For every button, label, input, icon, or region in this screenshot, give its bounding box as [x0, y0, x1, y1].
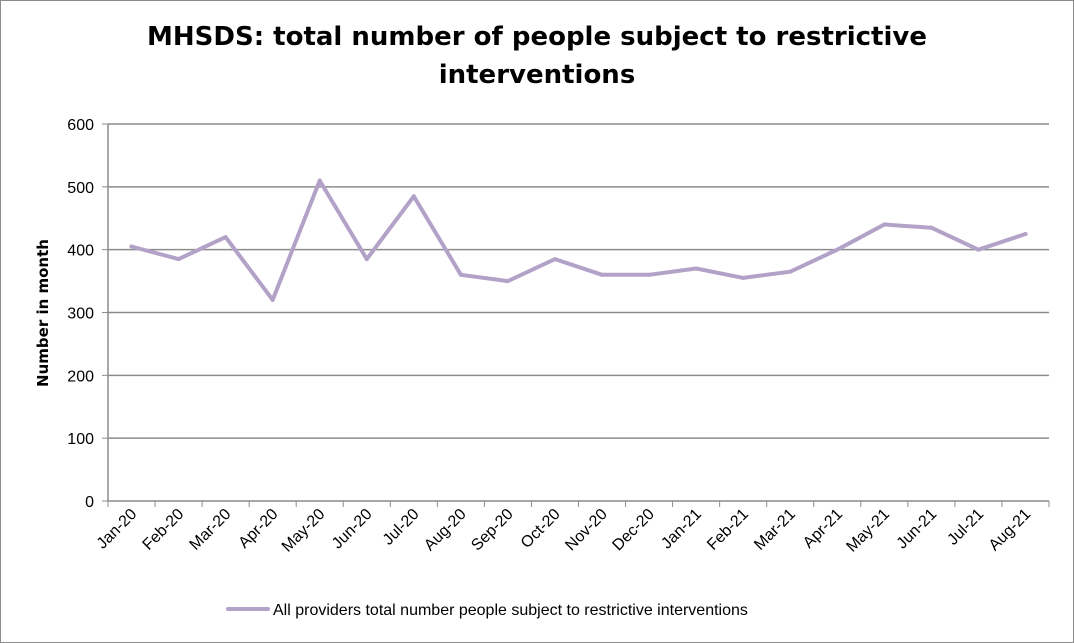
data-point: [317, 178, 322, 183]
x-tick-label: Feb-20: [140, 506, 188, 554]
x-tick-label: Sep-20: [468, 506, 517, 555]
x-tick-label: Aug-20: [421, 506, 470, 555]
legend: All providers total number people subjec…: [226, 602, 748, 619]
y-axis-label: Number in month: [34, 239, 52, 387]
y-tick-label-300: 300: [67, 306, 94, 323]
y-tick-label-200: 200: [67, 368, 94, 385]
data-point: [411, 194, 416, 199]
data-point: [600, 272, 605, 277]
x-tick-label: Jun-20: [329, 506, 376, 553]
data-point: [270, 297, 275, 302]
data-point: [505, 279, 510, 284]
gridlines: [108, 123, 1049, 439]
chart-title-text: MHSDS: total number of people subject to…: [147, 22, 927, 90]
x-tick-label: Oct-20: [518, 506, 564, 552]
y-tick-labels: 0 100 200 300 400 500 600: [67, 117, 94, 511]
data-point: [176, 257, 181, 262]
data-point: [647, 272, 652, 277]
data-point: [129, 244, 134, 249]
x-tick-label: Jan-20: [94, 506, 141, 553]
data-point: [1023, 231, 1028, 236]
x-tick-label: Jul-20: [380, 506, 423, 549]
data-point: [694, 266, 699, 271]
data-point: [458, 272, 463, 277]
x-tick-label: Dec-20: [609, 506, 658, 555]
data-point: [882, 222, 887, 227]
x-tick-label: May-20: [279, 506, 329, 556]
x-tick-label: Mar-20: [187, 506, 235, 554]
y-tick-label-400: 400: [67, 243, 94, 260]
data-point: [788, 269, 793, 274]
x-tick-label: Apr-20: [236, 506, 282, 552]
x-tick-label: Jul-21: [944, 506, 987, 549]
legend-label: All providers total number people subjec…: [273, 602, 748, 619]
y-tick-label-600: 600: [67, 117, 94, 134]
y-tick-label-100: 100: [67, 431, 94, 448]
x-tick-label: Apr-21: [800, 506, 846, 552]
y-tick-label-0: 0: [85, 494, 94, 511]
y-tick-label-500: 500: [67, 180, 94, 197]
chart-title: MHSDS: total number of people subject to…: [0, 18, 1074, 94]
x-tick-label: May-21: [843, 506, 893, 556]
series-group: [129, 178, 1028, 302]
data-point: [364, 257, 369, 262]
x-tick-label: Nov-20: [562, 506, 611, 555]
x-tick-label: Jun-21: [894, 506, 941, 553]
data-point: [552, 257, 557, 262]
axes: [102, 123, 1050, 507]
x-tick-label: Mar-21: [751, 506, 799, 554]
data-point: [223, 235, 228, 240]
series-line-0: [129, 178, 1028, 302]
x-tick-label: Jan-21: [658, 506, 705, 553]
x-tick-label: Aug-21: [986, 506, 1035, 555]
x-tick-label: Feb-21: [704, 506, 752, 554]
data-point: [741, 275, 746, 280]
data-point: [929, 225, 934, 230]
data-point: [835, 247, 840, 252]
data-point: [976, 247, 981, 252]
